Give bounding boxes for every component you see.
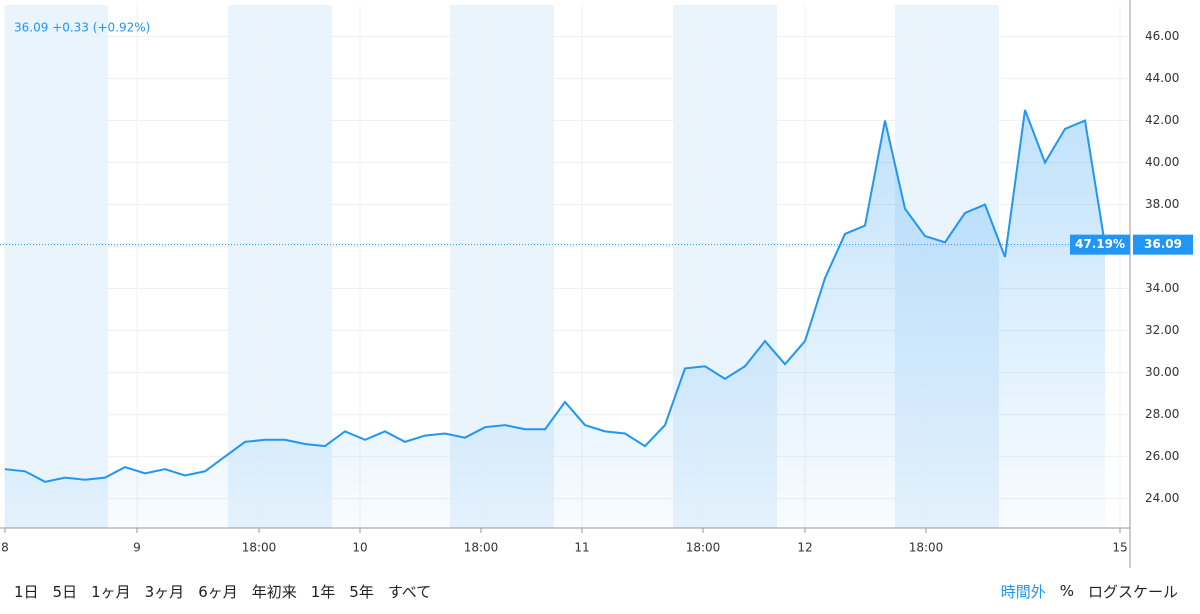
y-tick-label: 40.00 xyxy=(1145,155,1179,169)
x-tick-label: 8 xyxy=(1,541,9,555)
y-tick-label: 30.00 xyxy=(1145,365,1179,379)
range-button[interactable]: 年初来 xyxy=(251,582,297,601)
range-button[interactable]: 5年 xyxy=(349,582,374,601)
range-button[interactable]: 3ヶ月 xyxy=(144,582,185,601)
y-tick-label: 24.00 xyxy=(1145,491,1179,505)
percent-toggle[interactable]: % xyxy=(1059,582,1074,600)
price-badge xyxy=(1133,234,1193,255)
range-button[interactable]: 6ヶ月 xyxy=(198,582,238,601)
price-label: 36.09 xyxy=(1144,237,1182,251)
y-tick-label: 46.00 xyxy=(1145,29,1179,43)
log-scale-toggle[interactable]: ログスケール xyxy=(1087,582,1178,601)
range-button[interactable]: 1年 xyxy=(310,582,336,601)
x-tick-label: 18:00 xyxy=(242,541,277,555)
range-button[interactable]: すべて xyxy=(387,582,432,601)
range-button[interactable]: 1ヶ月 xyxy=(91,582,131,601)
change-badge xyxy=(1070,234,1130,255)
y-tick-label: 26.00 xyxy=(1145,449,1179,463)
x-tick-label: 10 xyxy=(352,541,367,555)
y-tick-label: 28.00 xyxy=(1145,407,1179,421)
x-tick-label: 9 xyxy=(133,541,141,555)
x-tick-label: 12 xyxy=(797,541,812,555)
header-quote: 36.09 +0.33 (+0.92%) xyxy=(14,21,150,35)
y-tick-label: 34.00 xyxy=(1145,281,1179,295)
range-button[interactable]: 1日 xyxy=(14,582,39,601)
x-tick-label: 18:00 xyxy=(909,541,944,555)
range-button[interactable]: 5日 xyxy=(52,582,78,601)
toolbar: 1日 5日 1ヶ月 3ヶ月 6ヶ月 年初来 1年 5年 すべて 時間外% ログスケール xyxy=(0,568,1200,614)
change-label: 47.19% xyxy=(1075,237,1125,251)
y-tick-label: 38.00 xyxy=(1145,197,1179,211)
x-tick-label: 15 xyxy=(1112,541,1127,555)
y-tick-label: 32.00 xyxy=(1145,323,1179,337)
area xyxy=(5,110,1105,528)
x-tick-label: 11 xyxy=(574,541,589,555)
chart: 36.09 +0.33 (+0.92%) 24.00 26.00 28.00 30.0… xyxy=(0,0,1193,568)
x-tick-label: 18:00 xyxy=(686,541,721,555)
extended-hours-toggle[interactable]: 時間外 xyxy=(1000,582,1046,601)
y-tick-label: 42.00 xyxy=(1145,113,1179,127)
x-tick-label: 18:00 xyxy=(464,541,499,555)
price-line xyxy=(4,109,1106,483)
y-tick-label: 44.00 xyxy=(1145,71,1179,85)
